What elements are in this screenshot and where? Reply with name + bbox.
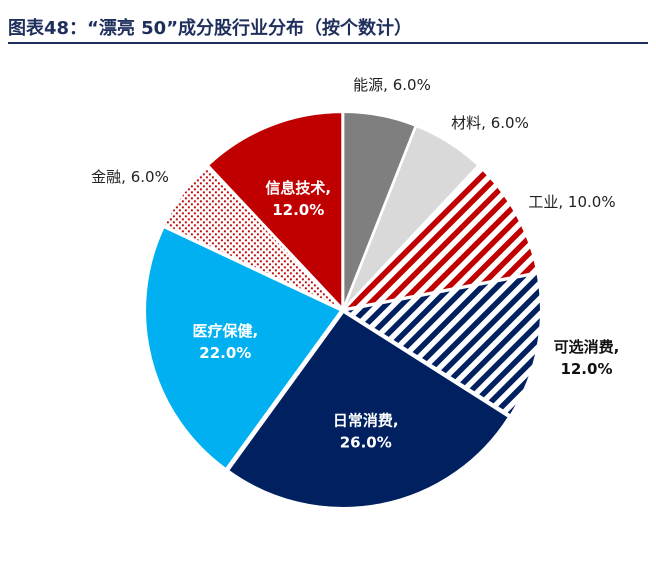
slice-label-name: 信息技术, bbox=[265, 179, 331, 197]
slice-label: 工业, 10.0% bbox=[528, 193, 615, 211]
pie-slice-3 bbox=[341, 164, 539, 311]
slice-label-name: 日常消费, bbox=[333, 411, 399, 429]
slice-label-value: 26.0% bbox=[340, 433, 392, 451]
pie-slices bbox=[144, 111, 542, 509]
slice-label-value: 12.0% bbox=[272, 201, 324, 219]
slice-label-value: 12.0% bbox=[560, 360, 612, 378]
pie-slice-8 bbox=[206, 111, 344, 311]
slice-label-value: 22.0% bbox=[199, 344, 251, 362]
chart-title-bar: 图表48：“漂亮 50”成分股行业分布（按个数计） bbox=[8, 12, 648, 44]
slice-label: 金融, 6.0% bbox=[91, 168, 169, 186]
slice-label-name: 可选消费, bbox=[554, 338, 620, 356]
chart-title: 图表48：“漂亮 50”成分股行业分布（按个数计） bbox=[8, 18, 413, 39]
pie-slice-6 bbox=[144, 225, 343, 471]
slice-label: 材料, 6.0% bbox=[451, 114, 529, 132]
slice-label-name: 医疗保健, bbox=[192, 322, 258, 340]
pie-slice-5 bbox=[226, 310, 511, 509]
pie-slice-7 bbox=[162, 164, 343, 310]
pie-labels: 能源, 6.0% 材料, 6.0% 工业, 10.0% 可选消费, 12.0% 日常消费,… bbox=[91, 76, 619, 451]
pie-slice-2 bbox=[343, 124, 480, 309]
slice-label: 能源, 6.0% bbox=[353, 76, 431, 94]
pie-slice-4 bbox=[342, 272, 542, 417]
